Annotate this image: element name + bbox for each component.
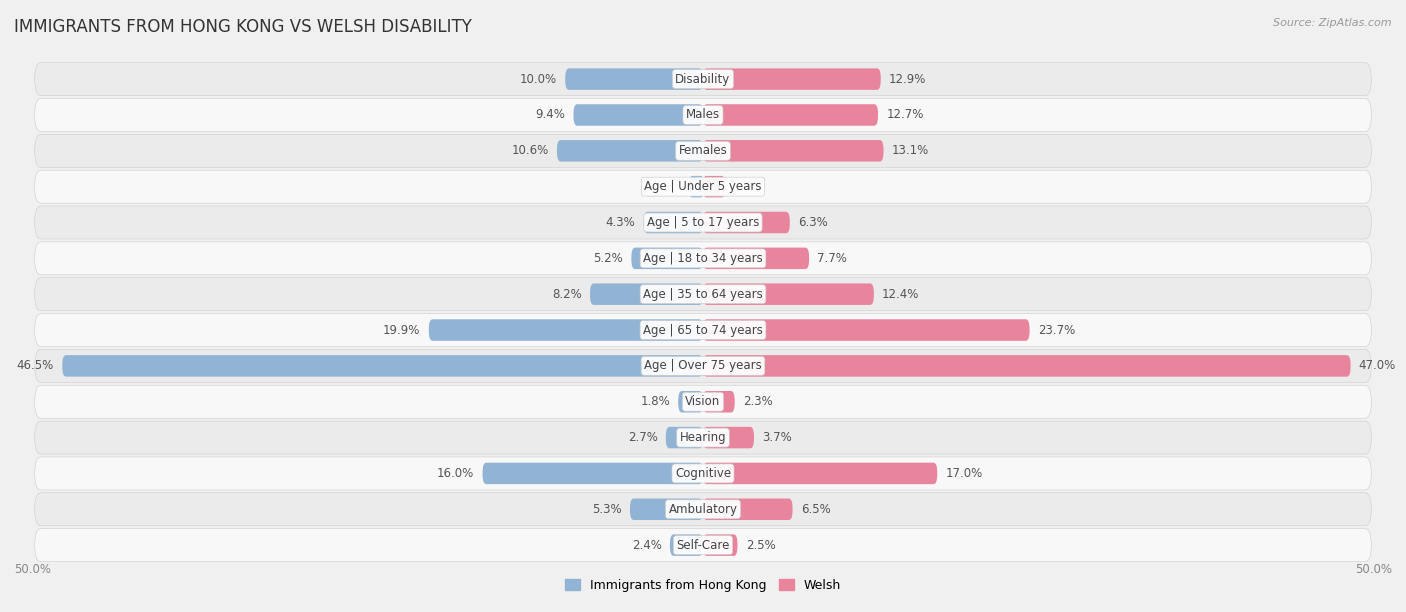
Text: 4.3%: 4.3% (606, 216, 636, 229)
FancyBboxPatch shape (666, 427, 703, 449)
Text: 10.6%: 10.6% (512, 144, 548, 157)
Text: Age | 35 to 64 years: Age | 35 to 64 years (643, 288, 763, 300)
Text: 12.4%: 12.4% (882, 288, 920, 300)
FancyBboxPatch shape (35, 99, 1371, 132)
Text: Age | Over 75 years: Age | Over 75 years (644, 359, 762, 372)
Text: 9.4%: 9.4% (536, 108, 565, 121)
FancyBboxPatch shape (703, 534, 738, 556)
FancyBboxPatch shape (35, 385, 1371, 418)
FancyBboxPatch shape (703, 319, 1029, 341)
FancyBboxPatch shape (703, 391, 735, 412)
Text: 3.7%: 3.7% (762, 431, 792, 444)
Text: 46.5%: 46.5% (17, 359, 53, 372)
Text: 16.0%: 16.0% (437, 467, 474, 480)
FancyBboxPatch shape (631, 248, 703, 269)
FancyBboxPatch shape (35, 349, 1371, 382)
Text: 1.6%: 1.6% (734, 180, 763, 193)
Text: IMMIGRANTS FROM HONG KONG VS WELSH DISABILITY: IMMIGRANTS FROM HONG KONG VS WELSH DISAB… (14, 18, 472, 36)
Text: Males: Males (686, 108, 720, 121)
FancyBboxPatch shape (35, 170, 1371, 203)
Text: 6.5%: 6.5% (801, 503, 831, 516)
FancyBboxPatch shape (591, 283, 703, 305)
FancyBboxPatch shape (35, 421, 1371, 454)
Text: 50.0%: 50.0% (1355, 563, 1392, 576)
FancyBboxPatch shape (703, 248, 808, 269)
Text: 2.4%: 2.4% (631, 539, 662, 551)
FancyBboxPatch shape (574, 104, 703, 125)
Text: 10.0%: 10.0% (520, 73, 557, 86)
Text: Age | 18 to 34 years: Age | 18 to 34 years (643, 252, 763, 265)
Text: 19.9%: 19.9% (384, 324, 420, 337)
FancyBboxPatch shape (690, 176, 703, 198)
Text: Cognitive: Cognitive (675, 467, 731, 480)
FancyBboxPatch shape (669, 534, 703, 556)
Text: 2.5%: 2.5% (745, 539, 776, 551)
Text: Self-Care: Self-Care (676, 539, 730, 551)
FancyBboxPatch shape (35, 62, 1371, 95)
FancyBboxPatch shape (35, 134, 1371, 167)
Text: Females: Females (679, 144, 727, 157)
Text: 13.1%: 13.1% (891, 144, 929, 157)
FancyBboxPatch shape (35, 457, 1371, 490)
Text: 2.3%: 2.3% (742, 395, 773, 408)
FancyBboxPatch shape (482, 463, 703, 484)
FancyBboxPatch shape (703, 212, 790, 233)
Text: 17.0%: 17.0% (945, 467, 983, 480)
Text: Ambulatory: Ambulatory (668, 503, 738, 516)
FancyBboxPatch shape (565, 69, 703, 90)
FancyBboxPatch shape (703, 283, 875, 305)
FancyBboxPatch shape (35, 242, 1371, 275)
Text: 1.8%: 1.8% (640, 395, 669, 408)
Text: 8.2%: 8.2% (553, 288, 582, 300)
FancyBboxPatch shape (703, 463, 938, 484)
FancyBboxPatch shape (678, 391, 703, 412)
Text: Age | 5 to 17 years: Age | 5 to 17 years (647, 216, 759, 229)
FancyBboxPatch shape (703, 176, 725, 198)
FancyBboxPatch shape (703, 104, 877, 125)
Text: 47.0%: 47.0% (1358, 359, 1396, 372)
Text: Source: ZipAtlas.com: Source: ZipAtlas.com (1274, 18, 1392, 28)
Text: 5.2%: 5.2% (593, 252, 623, 265)
FancyBboxPatch shape (703, 69, 880, 90)
Text: 0.95%: 0.95% (644, 180, 682, 193)
FancyBboxPatch shape (557, 140, 703, 162)
Text: Hearing: Hearing (679, 431, 727, 444)
Text: 6.3%: 6.3% (799, 216, 828, 229)
FancyBboxPatch shape (703, 427, 754, 449)
FancyBboxPatch shape (35, 529, 1371, 562)
Text: Age | 65 to 74 years: Age | 65 to 74 years (643, 324, 763, 337)
FancyBboxPatch shape (644, 212, 703, 233)
FancyBboxPatch shape (62, 355, 703, 376)
Text: 50.0%: 50.0% (14, 563, 51, 576)
FancyBboxPatch shape (35, 493, 1371, 526)
Text: Age | Under 5 years: Age | Under 5 years (644, 180, 762, 193)
Text: 23.7%: 23.7% (1038, 324, 1076, 337)
FancyBboxPatch shape (703, 140, 883, 162)
Text: 12.7%: 12.7% (886, 108, 924, 121)
FancyBboxPatch shape (35, 313, 1371, 346)
Legend: Immigrants from Hong Kong, Welsh: Immigrants from Hong Kong, Welsh (560, 574, 846, 597)
FancyBboxPatch shape (429, 319, 703, 341)
Text: 7.7%: 7.7% (817, 252, 848, 265)
Text: 5.3%: 5.3% (592, 503, 621, 516)
FancyBboxPatch shape (35, 206, 1371, 239)
Text: 12.9%: 12.9% (889, 73, 927, 86)
Text: Disability: Disability (675, 73, 731, 86)
FancyBboxPatch shape (630, 499, 703, 520)
Text: 2.7%: 2.7% (627, 431, 658, 444)
FancyBboxPatch shape (35, 278, 1371, 311)
FancyBboxPatch shape (703, 499, 793, 520)
Text: Vision: Vision (685, 395, 721, 408)
FancyBboxPatch shape (703, 355, 1351, 376)
